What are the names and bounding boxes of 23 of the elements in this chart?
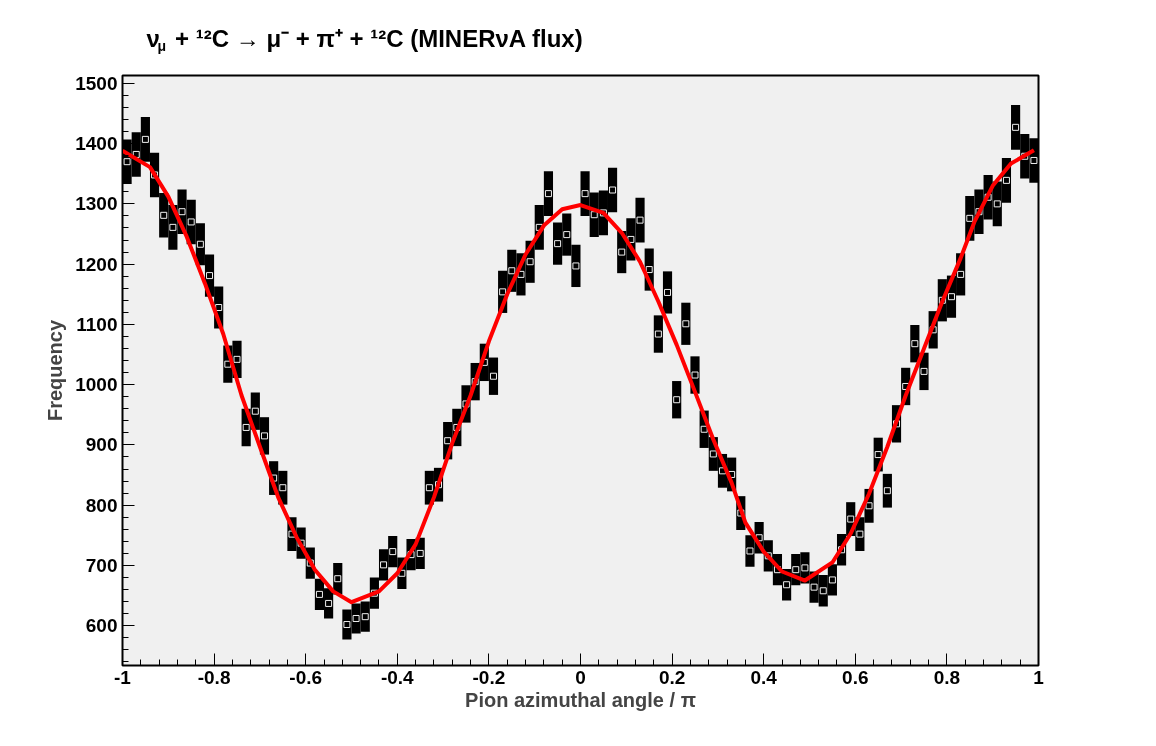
x-axis-title: Pion azimuthal angle / π (465, 688, 696, 711)
y-tick-label: 600 (85, 615, 118, 637)
y-tick-label: 800 (85, 494, 118, 516)
x-tick-label: -0.6 (289, 666, 323, 688)
y-tick-label: 1200 (75, 253, 118, 275)
x-tick-label: 0 (575, 666, 586, 688)
y-tick-label: 1400 (75, 133, 118, 155)
x-tick-label: 0.8 (933, 666, 961, 688)
x-tick-label: -0.2 (472, 666, 506, 688)
y-tick-label: 900 (85, 434, 118, 456)
x-tick-label: -0.8 (197, 666, 231, 688)
x-tick-label: 0.6 (842, 666, 869, 688)
y-tick-label: 1500 (75, 72, 118, 94)
x-tick-label: 1 (1033, 666, 1045, 688)
y-tick-label: 700 (85, 554, 118, 576)
y-tick-label: 1100 (76, 313, 118, 335)
x-tick-label: -1 (114, 666, 132, 688)
x-tick-label: -0.4 (380, 666, 415, 688)
y-tick-label: 1300 (75, 193, 118, 215)
x-tick-label: 0.4 (750, 666, 778, 688)
x-tick-label: 0.2 (658, 666, 686, 688)
y-tick-label: 1000 (75, 374, 118, 396)
y-axis-title: Frequency (44, 319, 67, 422)
